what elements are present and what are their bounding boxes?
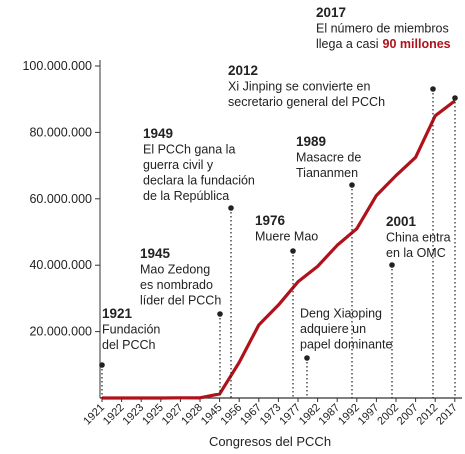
annotation-dot (228, 205, 234, 211)
x-tick-label: 1967 (238, 402, 264, 428)
annotation-text: líder del PCCh (140, 294, 221, 308)
annotation-text: Deng Xiaoping (300, 307, 382, 321)
x-tick-label: 2002 (375, 402, 401, 428)
annotation-text: del PCCh (102, 338, 156, 352)
annotation-text: Muere Mao (255, 230, 318, 244)
annotation-text: adquiere un (300, 322, 366, 336)
x-tick-label: 2012 (415, 402, 441, 428)
x-axis-label: Congresos del PCCh (209, 434, 331, 449)
annotation-year: 2017 (316, 5, 346, 20)
x-tick-label: 1987 (317, 402, 343, 428)
annotation-dot (452, 95, 458, 101)
annotation-text: China entra (386, 231, 451, 245)
annotation-text: de la República (143, 189, 229, 203)
annotation-year: 2001 (386, 214, 417, 229)
y-tick-label: 40.000.000 (29, 258, 92, 272)
annotation-text: secretario general del PCCh (228, 95, 385, 109)
x-tick-label: 1922 (101, 402, 127, 428)
x-tick-label: 2007 (395, 402, 421, 428)
annotation-text: papel dominante (300, 338, 392, 352)
annotation-text: Fundación (102, 323, 160, 337)
x-tick-label: 1928 (179, 402, 205, 428)
data-line (101, 99, 456, 400)
x-tick-label: 1982 (297, 402, 323, 428)
annotation-text: es nombrado (140, 278, 213, 292)
x-tick-label: 1977 (277, 402, 303, 428)
annotation-year: 2012 (228, 63, 258, 78)
annotation-year: 1945 (140, 246, 171, 261)
annotation-year: 1976 (255, 213, 286, 228)
annotation-text: llega a casi 90 millones (316, 37, 451, 51)
x-tick-label: 2017 (434, 402, 460, 428)
annotation-text: declara la fundación (143, 174, 255, 188)
x-tick-label: 1925 (140, 402, 166, 428)
x-tick-label: 1923 (121, 402, 147, 428)
annotation-dot (290, 248, 296, 254)
annotation-dot (217, 311, 223, 317)
annotation-year: 1921 (102, 306, 133, 321)
annotation-year: 1989 (296, 134, 326, 149)
x-tick-label: 1921 (81, 402, 107, 428)
y-tick-label: 100.000.000 (22, 59, 92, 73)
annotation-text: Mao Zedong (140, 263, 210, 277)
annotation-text: El número de miembros (316, 22, 449, 36)
annotation-year: 1949 (143, 126, 173, 141)
annotation-dot (99, 362, 105, 368)
annotation-text: Xi Jinping se convierte en (228, 80, 370, 94)
x-tick-label: 1945 (199, 402, 225, 428)
x-tick-label: 1927 (160, 402, 186, 428)
y-tick-label: 60.000.000 (29, 192, 92, 206)
annotation-dot (389, 262, 395, 268)
annotation-text: Tiananmen (296, 166, 358, 180)
x-tick-label: 1956 (219, 402, 245, 428)
annotation-text: El PCCh gana la (143, 143, 235, 157)
annotation-text: Masacre de (296, 151, 361, 165)
annotation-dot (349, 182, 355, 188)
x-tick-label: 1992 (336, 402, 362, 428)
annotation-dot (430, 86, 436, 92)
annotation-dot (304, 355, 310, 361)
y-tick-label: 20.000.000 (29, 325, 92, 339)
x-tick-label: 1997 (356, 402, 382, 428)
y-tick-label: 80.000.000 (29, 125, 92, 139)
x-tick-label: 1973 (258, 402, 284, 428)
annotation-highlight: 90 millones (383, 37, 451, 51)
annotation-text: guerra civil y (143, 158, 214, 172)
annotation-text: en la OMC (386, 246, 446, 260)
